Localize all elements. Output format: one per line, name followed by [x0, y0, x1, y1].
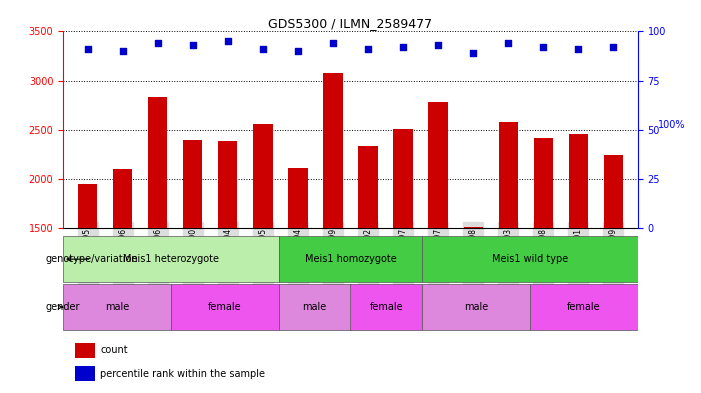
Bar: [604, 155, 623, 375]
Point: [222, 38, 233, 44]
Bar: [569, 134, 588, 375]
Bar: [463, 227, 483, 375]
Bar: [278, 236, 422, 282]
Title: GDS5300 / ILMN_2589477: GDS5300 / ILMN_2589477: [268, 17, 433, 30]
Bar: [288, 168, 308, 375]
Point: [292, 48, 304, 54]
Text: female: female: [208, 302, 242, 312]
Bar: [278, 284, 350, 330]
Text: gender: gender: [45, 302, 80, 312]
Point: [82, 46, 93, 52]
Text: genotype/variation: genotype/variation: [45, 254, 138, 264]
Point: [257, 46, 268, 52]
Point: [327, 40, 339, 46]
Text: male: male: [302, 302, 327, 312]
Bar: [148, 97, 168, 375]
Text: Meis1 wild type: Meis1 wild type: [492, 254, 569, 264]
Point: [152, 40, 163, 46]
Text: Meis1 heterozygote: Meis1 heterozygote: [123, 254, 219, 264]
Text: female: female: [567, 302, 601, 312]
Point: [538, 44, 549, 50]
Bar: [350, 284, 422, 330]
Bar: [422, 236, 638, 282]
Y-axis label: 100%: 100%: [658, 120, 686, 130]
Bar: [63, 284, 171, 330]
Point: [608, 44, 619, 50]
Bar: [171, 284, 278, 330]
Point: [468, 50, 479, 56]
Text: Meis1 homozygote: Meis1 homozygote: [305, 254, 396, 264]
Text: male: male: [464, 302, 489, 312]
Bar: [323, 73, 343, 375]
Bar: [533, 138, 553, 375]
Point: [117, 48, 128, 54]
Bar: [63, 236, 278, 282]
Text: male: male: [105, 302, 129, 312]
Bar: [218, 141, 238, 375]
Bar: [358, 146, 378, 375]
Bar: [74, 366, 95, 381]
Text: count: count: [100, 345, 128, 355]
Bar: [498, 122, 518, 375]
Text: percentile rank within the sample: percentile rank within the sample: [100, 369, 266, 379]
Bar: [78, 184, 97, 375]
Bar: [183, 140, 203, 375]
Text: female: female: [369, 302, 403, 312]
Point: [187, 42, 198, 48]
Bar: [74, 343, 95, 358]
Point: [362, 46, 374, 52]
Point: [503, 40, 514, 46]
Bar: [253, 124, 273, 375]
Bar: [428, 102, 448, 375]
Point: [573, 46, 584, 52]
Bar: [530, 284, 638, 330]
Point: [397, 44, 409, 50]
Point: [433, 42, 444, 48]
Bar: [113, 169, 132, 375]
Bar: [393, 129, 413, 375]
Bar: [422, 284, 530, 330]
